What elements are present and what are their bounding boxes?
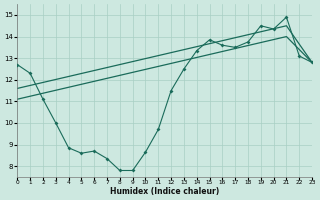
X-axis label: Humidex (Indice chaleur): Humidex (Indice chaleur) bbox=[110, 187, 219, 196]
